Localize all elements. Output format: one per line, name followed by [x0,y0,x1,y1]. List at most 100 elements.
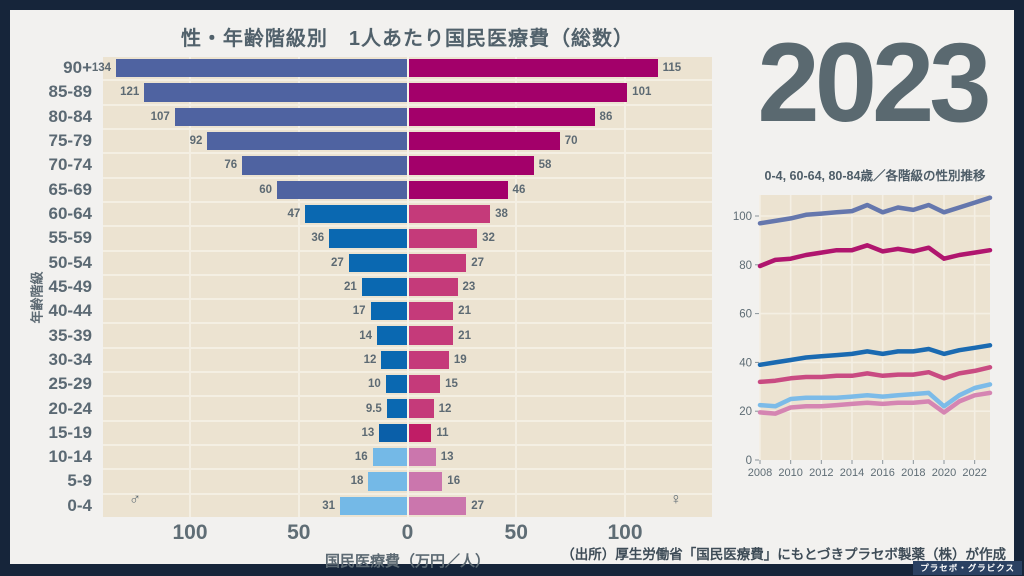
pyramid-row: 90+ 134 115 [63,57,712,82]
male-bar[interactable] [377,326,408,345]
female-bar[interactable] [407,83,628,102]
trend-series-line[interactable] [757,243,993,269]
male-bar[interactable] [305,204,408,224]
x-tick-label: 50 [287,521,311,544]
female-bar[interactable] [407,496,467,515]
age-group-label: 45-49 [48,276,92,296]
pyramid-plot: 90+ 134 115 85-89 121 101 80-84 107 86 75-79 92 70 7… [49,57,712,517]
female-value-label: 15 [445,378,458,391]
male-bar[interactable] [207,131,408,151]
pyramid-row: 0-4 31 27 [67,495,712,517]
male-bar[interactable] [144,83,408,102]
trend-ytick-label: 60 [739,309,752,321]
female-value-label: 38 [495,208,508,221]
age-group-label: 80-84 [48,106,92,126]
female-bar[interactable] [407,180,508,199]
male-value-label: 27 [330,256,344,269]
male-value-label: 17 [352,305,366,318]
female-bar[interactable] [407,375,441,394]
male-value-label: 12 [363,353,377,366]
trend-xtick-label: 2008 [748,467,772,479]
male-bar[interactable] [329,229,408,248]
x-tick-label: 100 [607,521,643,544]
trend-series-line[interactable] [757,390,993,416]
age-group-label: 25-29 [48,374,92,394]
trend-series-line[interactable] [757,365,993,385]
female-bar[interactable] [407,448,436,467]
male-bar[interactable] [116,59,408,78]
female-value-label: 13 [440,451,454,464]
female-symbol: ♀ [670,491,682,508]
female-bar[interactable] [407,204,491,224]
age-group-label: 70-74 [48,155,92,175]
trend-xtick-label: 2012 [809,467,833,479]
female-value-label: 27 [471,256,485,269]
female-bar[interactable] [407,399,434,418]
male-bar[interactable] [386,399,408,418]
age-group-label: 0-4 [67,495,92,515]
brand-badge: プラセボ・グラビクス [913,561,1022,575]
zero-axis-line [406,57,409,517]
male-value-label: 47 [287,208,301,221]
vertical-gridline [188,57,191,517]
male-value-label: 10 [367,378,381,391]
male-value-label: 60 [259,183,272,196]
female-value-label: 19 [453,353,467,366]
male-bar[interactable] [277,180,408,199]
female-bar[interactable] [407,302,454,321]
male-value-label: 9.5 [365,402,382,415]
female-value-label: 12 [438,402,452,415]
female-value-label: 27 [471,499,485,512]
age-group-label: 40-44 [48,301,92,321]
female-value-label: 11 [436,426,449,439]
male-bar[interactable] [174,107,408,126]
age-group-label: 65-69 [48,179,92,199]
male-bar[interactable] [381,350,408,370]
male-bar[interactable] [379,423,408,442]
male-bar[interactable] [385,375,408,394]
trend-xtick-label: 2010 [778,467,802,479]
female-value-label: 21 [458,329,471,342]
age-group-label: 10-14 [48,447,92,467]
male-bar[interactable] [242,156,408,175]
trend-ytick-label: 100 [733,211,752,223]
female-bar[interactable] [407,253,467,272]
trend-series-line[interactable] [757,382,993,409]
male-bar[interactable] [361,277,408,297]
trend-series-line[interactable] [757,343,993,368]
male-value-label: 14 [359,329,373,342]
male-bar[interactable] [370,302,408,321]
female-bar[interactable] [407,472,443,491]
y-axis-label: 年齢階級 [29,271,45,324]
trend-series-line[interactable] [757,195,993,226]
trend-line-chart: 0 20 40 60 80 100 2008 2010 2012 2014 2016 2018 2020… [733,195,993,479]
male-value-label: 21 [344,280,357,293]
age-group-label: 35-39 [48,325,92,345]
female-bar[interactable] [407,423,432,442]
female-bar[interactable] [407,277,458,297]
age-group-label: 30-34 [48,349,92,369]
female-bar[interactable] [407,131,560,151]
age-group-label: 15-19 [48,422,92,442]
female-bar[interactable] [407,350,449,370]
male-value-label: 18 [350,475,364,488]
female-value-label: 21 [458,305,471,318]
male-value-label: 13 [361,426,375,439]
trend-ytick-label: 80 [739,260,752,272]
male-value-label: 121 [120,86,140,99]
year-display: 2023 [757,20,991,145]
female-bar[interactable] [407,156,534,175]
female-bar[interactable] [407,59,658,78]
female-bar[interactable] [407,107,595,126]
male-value-label: 92 [189,135,203,148]
male-bar[interactable] [340,496,408,515]
male-bar[interactable] [348,253,408,272]
age-group-label: 20-24 [48,398,92,418]
male-value-label: 107 [150,110,170,123]
source-attribution: （出所）厚生労働省「国民医療費」にもとづきプラセボ製薬（株）が作成 [561,547,1006,562]
male-bar[interactable] [372,448,408,467]
female-value-label: 58 [538,159,552,172]
male-bar[interactable] [368,472,408,491]
female-bar[interactable] [407,229,478,248]
female-bar[interactable] [407,326,454,345]
